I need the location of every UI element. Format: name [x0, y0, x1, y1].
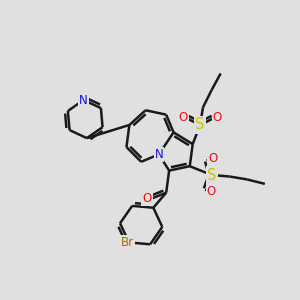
Text: S: S: [195, 118, 205, 133]
Text: O: O: [178, 111, 188, 124]
Text: N: N: [154, 148, 163, 161]
Text: O: O: [207, 185, 216, 198]
Text: O: O: [142, 192, 152, 205]
Text: O: O: [208, 152, 217, 165]
Text: O: O: [212, 111, 222, 124]
Text: Br: Br: [121, 236, 134, 249]
Text: N: N: [79, 94, 88, 106]
Text: S: S: [207, 167, 217, 182]
